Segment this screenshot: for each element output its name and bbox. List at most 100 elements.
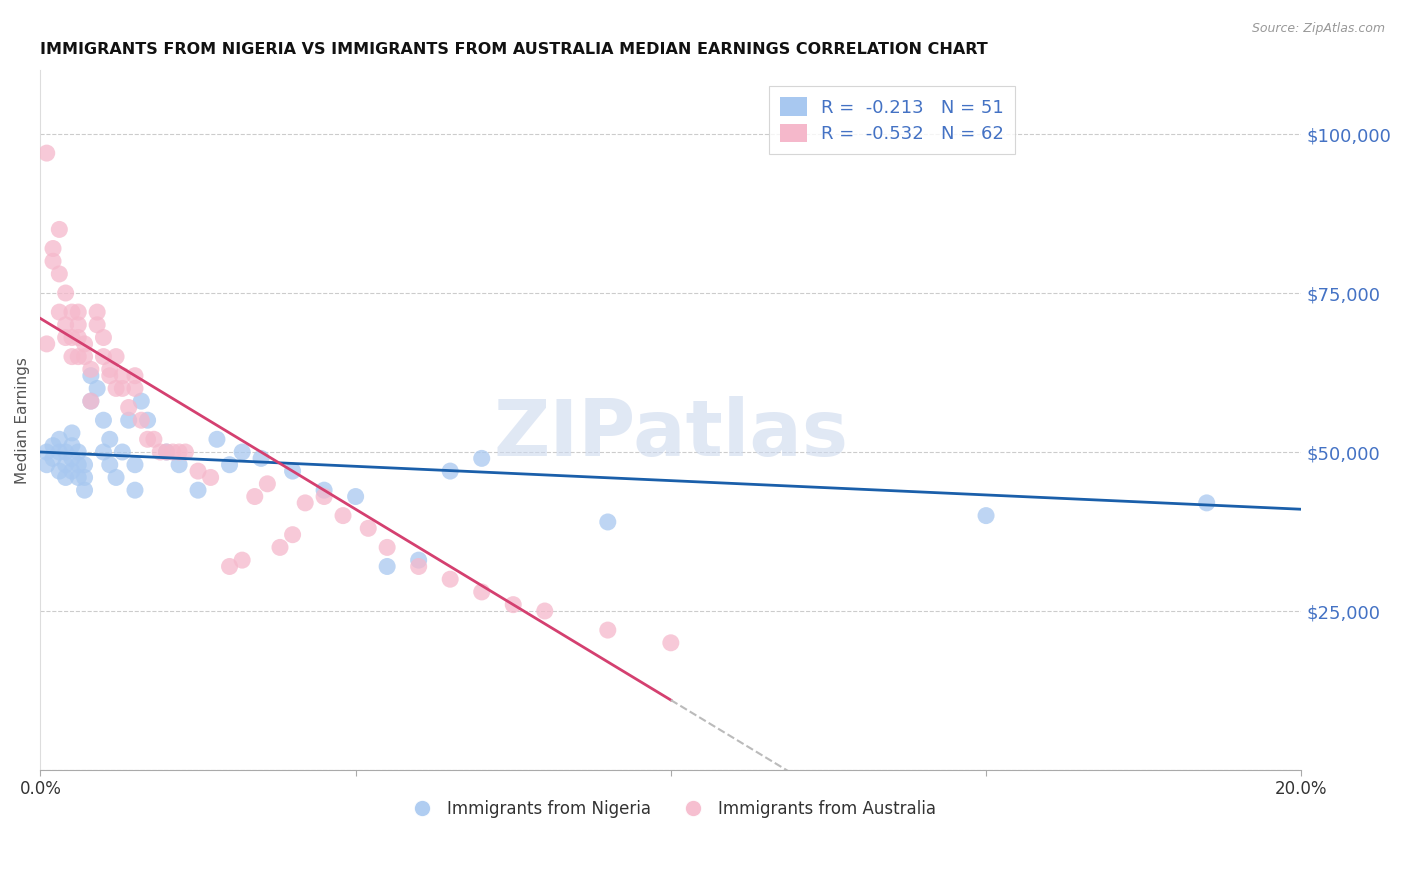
Point <box>256 476 278 491</box>
Point <box>67 330 90 344</box>
Point <box>35 458 58 472</box>
Point <box>129 394 152 409</box>
Point <box>187 464 209 478</box>
Point <box>48 432 70 446</box>
Text: Source: ZipAtlas.com: Source: ZipAtlas.com <box>1251 22 1385 36</box>
Point <box>294 496 316 510</box>
Point <box>35 445 58 459</box>
Y-axis label: Median Earnings: Median Earnings <box>15 357 30 483</box>
Point <box>118 413 141 427</box>
Point <box>86 305 108 319</box>
Point <box>93 330 115 344</box>
Point <box>344 490 367 504</box>
Point <box>48 305 70 319</box>
Point <box>502 598 524 612</box>
Point <box>533 604 555 618</box>
Point <box>155 445 177 459</box>
Point <box>218 559 240 574</box>
Point <box>80 362 103 376</box>
Text: ZIPatlas: ZIPatlas <box>494 396 848 472</box>
Point <box>124 368 146 383</box>
Point <box>73 350 96 364</box>
Point <box>73 337 96 351</box>
Point <box>142 432 165 446</box>
Point <box>167 445 190 459</box>
Point <box>111 381 134 395</box>
Point <box>67 458 90 472</box>
Point <box>80 394 103 409</box>
Point <box>375 541 398 555</box>
Point <box>80 394 103 409</box>
Point <box>659 636 682 650</box>
Point <box>93 413 115 427</box>
Point <box>124 458 146 472</box>
Point <box>42 451 65 466</box>
Point <box>124 381 146 395</box>
Point <box>55 330 77 344</box>
Point <box>60 350 83 364</box>
Point <box>314 483 336 498</box>
Point <box>98 362 121 376</box>
Point <box>35 146 58 161</box>
Point <box>357 521 380 535</box>
Point <box>67 318 90 332</box>
Point <box>439 464 461 478</box>
Point <box>332 508 354 523</box>
Point <box>60 451 83 466</box>
Point <box>269 541 291 555</box>
Point <box>86 318 108 332</box>
Point <box>471 585 494 599</box>
Point <box>60 439 83 453</box>
Point <box>55 285 77 300</box>
Point <box>111 368 134 383</box>
Point <box>55 445 77 459</box>
Point <box>60 330 83 344</box>
Point <box>42 254 65 268</box>
Point <box>105 381 128 395</box>
Point <box>162 445 184 459</box>
Point <box>35 337 58 351</box>
Point <box>73 470 96 484</box>
Point <box>60 464 83 478</box>
Point <box>136 432 159 446</box>
Point <box>105 350 128 364</box>
Point <box>48 222 70 236</box>
Point <box>281 464 304 478</box>
Point <box>93 445 115 459</box>
Point <box>60 425 83 440</box>
Point <box>205 432 228 446</box>
Point <box>73 483 96 498</box>
Point <box>55 318 77 332</box>
Point <box>167 458 190 472</box>
Point <box>471 451 494 466</box>
Point <box>42 439 65 453</box>
Point <box>596 515 619 529</box>
Point <box>48 464 70 478</box>
Point <box>375 559 398 574</box>
Point <box>98 458 121 472</box>
Point <box>408 553 430 567</box>
Point <box>243 490 266 504</box>
Point <box>118 401 141 415</box>
Point <box>80 368 103 383</box>
Point <box>67 470 90 484</box>
Point <box>231 445 253 459</box>
Point <box>155 445 177 459</box>
Point <box>67 350 90 364</box>
Point <box>67 445 90 459</box>
Point <box>67 305 90 319</box>
Point <box>73 458 96 472</box>
Point <box>149 445 172 459</box>
Point <box>200 470 222 484</box>
Point <box>174 445 197 459</box>
Legend: Immigrants from Nigeria, Immigrants from Australia: Immigrants from Nigeria, Immigrants from… <box>399 793 942 824</box>
Point <box>42 242 65 256</box>
Point <box>105 470 128 484</box>
Point <box>231 553 253 567</box>
Point <box>93 350 115 364</box>
Point <box>1195 496 1218 510</box>
Point <box>48 445 70 459</box>
Point <box>974 508 997 523</box>
Point <box>111 445 134 459</box>
Point <box>187 483 209 498</box>
